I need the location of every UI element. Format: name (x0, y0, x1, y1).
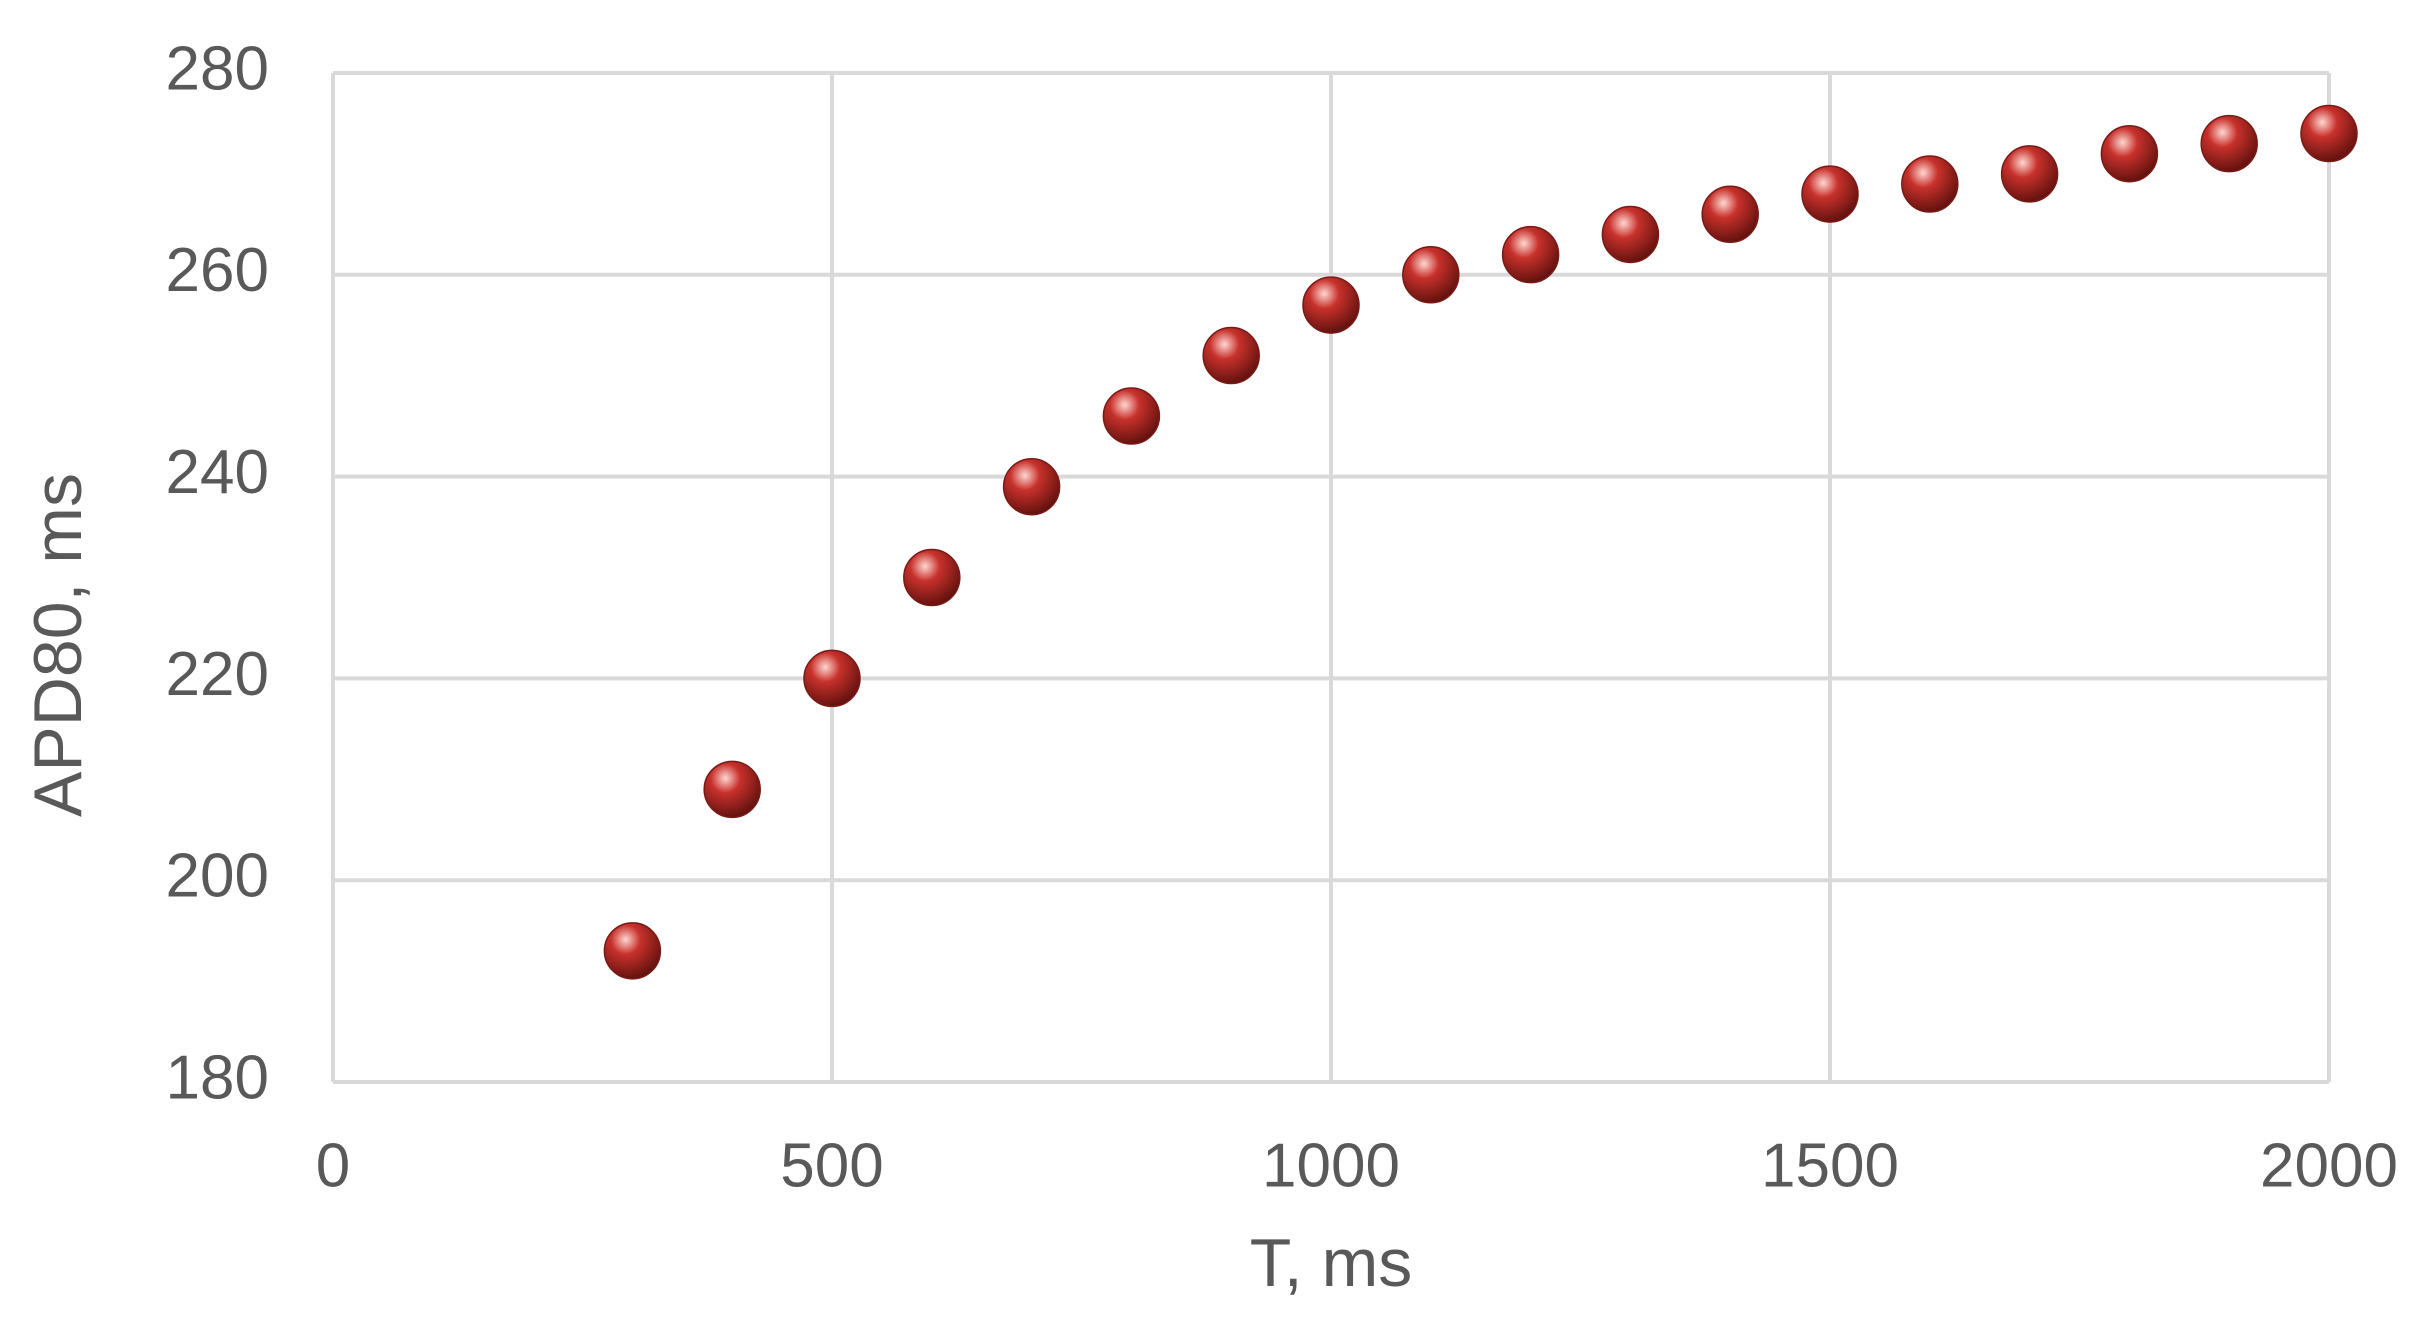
y-tick-label: 280 (166, 34, 269, 103)
markers (603, 104, 2358, 980)
tick-labels: 180 200 220 240 260 280 0 500 1000 1500 2000 (166, 34, 2398, 1200)
y-tick-label: 220 (166, 640, 269, 709)
data-point (1601, 205, 1660, 264)
x-tick-label: 0 (316, 1131, 350, 1200)
x-tick-label: 2000 (2260, 1131, 2398, 1200)
data-point (1701, 185, 1759, 244)
data-point (2200, 114, 2258, 173)
data-point (1801, 165, 1859, 223)
data-point (1901, 155, 1959, 213)
data-point (903, 548, 961, 607)
y-axis-title: APD80, ms (20, 473, 96, 817)
y-tick-label: 200 (166, 842, 269, 911)
data-point (2300, 104, 2358, 163)
data-point (1501, 225, 1560, 284)
data-point (1402, 246, 1460, 304)
data-point (803, 649, 861, 708)
grid (331, 71, 2331, 1084)
x-tick-label: 500 (780, 1131, 883, 1200)
y-tick-label: 260 (166, 236, 269, 305)
y-tick-label: 240 (166, 438, 269, 507)
x-axis-title: T, ms (1250, 1225, 1412, 1301)
data-point (1302, 276, 1360, 334)
data-point (2100, 124, 2159, 183)
x-tick-label: 1000 (1262, 1131, 1400, 1200)
data-point (1202, 326, 1260, 385)
data-point (603, 922, 662, 980)
data-point (1002, 457, 1061, 516)
y-tick-label: 180 (166, 1043, 269, 1112)
data-point (2000, 145, 2059, 203)
data-point (703, 760, 761, 819)
x-tick-label: 1500 (1761, 1131, 1899, 1200)
data-point (1102, 387, 1161, 445)
